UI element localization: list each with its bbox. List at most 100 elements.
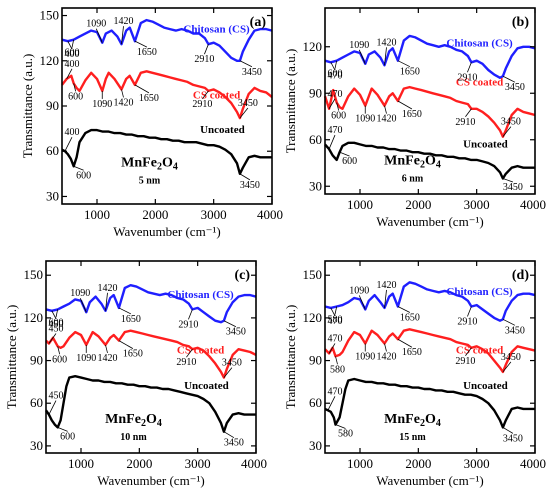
peak-annotation: 1090 [349, 40, 369, 51]
annotation-leader [223, 320, 237, 328]
x-tick-label: 1000 [347, 456, 373, 471]
y-tick-label: 30 [30, 438, 43, 453]
annotation-leader [57, 346, 61, 355]
annotation-leader [358, 295, 366, 310]
peak-annotation: 1650 [400, 67, 420, 78]
peak-annotation: 2910 [178, 319, 198, 330]
legend-cs-coated: CS coated [177, 344, 224, 356]
peak-annotation: 1420 [98, 283, 118, 294]
plot-frame [324, 260, 536, 454]
y-tick-label: 30 [46, 188, 59, 203]
legend-cs-coated: CS coated [193, 89, 240, 101]
y-axis-label: Transmittance (a.u.) [283, 49, 298, 154]
peak-annotation: 1650 [123, 349, 143, 360]
panel-label: (d) [512, 268, 529, 283]
y-tick-label: 30 [309, 438, 322, 453]
panel-d: 1000 2000 3000 4000 30 60 90 120 150 Wavenumber (… [283, 260, 546, 488]
peak-annotation: 1090 [70, 288, 90, 299]
peak-annotation: 1090 [76, 353, 96, 364]
panel-b: 1000 2000 3000 4000 30 60 90 120 Wavenumber (cm⁻… [283, 7, 546, 229]
peak-annotation: 450 [49, 391, 64, 402]
x-tick-label: 4000 [257, 207, 283, 222]
panel-label: (c) [234, 268, 250, 283]
y-tick-label: 30 [309, 178, 322, 193]
annotation-leader [502, 126, 512, 137]
x-tick-label: 2000 [405, 456, 431, 471]
peak-annotation: 400 [65, 49, 80, 60]
annotation-leader [186, 348, 193, 358]
series-line-uncoated [324, 141, 535, 180]
legend-uncoated: Uncoated [184, 380, 229, 392]
annotation-leader [502, 361, 512, 373]
peak-annotation: 3450 [224, 438, 244, 449]
peak-annotation: 600 [76, 170, 91, 181]
annotation-leader [66, 68, 73, 80]
x-tick-label: 3000 [464, 197, 490, 212]
annotation-leader [223, 431, 235, 439]
annotation-leader [465, 108, 472, 117]
particle-size-label: 15 nm [399, 432, 426, 443]
annotation-leader [384, 343, 387, 352]
x-tick-label: 2000 [126, 456, 152, 471]
annotation-leader [55, 309, 59, 318]
peak-annotation: 1420 [377, 114, 397, 125]
peak-annotation: 2910 [455, 117, 475, 128]
legend-chitosan: Chitosan (CS) [183, 24, 250, 36]
peak-annotation: 3450 [501, 117, 521, 128]
annotation-leader [330, 62, 336, 71]
annotation-leader [467, 306, 472, 317]
annotation-leader [57, 427, 68, 432]
peak-annotation: 600 [342, 156, 357, 167]
y-tick-label: 150 [24, 267, 44, 282]
annotation-leader [239, 173, 251, 181]
annotation-leader [188, 309, 193, 320]
annotation-leader [121, 26, 124, 45]
series-line-cs-coated [45, 329, 257, 379]
particle-size-label: 10 nm [120, 432, 147, 443]
compound-label: MnFe2O4 [384, 412, 441, 429]
annotation-leader [118, 307, 132, 315]
peak-annotation: 3450 [222, 358, 242, 369]
peak-annotation: 600 [331, 111, 346, 122]
y-tick-label: 150 [40, 8, 60, 23]
peak-annotation: 3450 [226, 327, 246, 338]
legend-cs-coated: CS coated [456, 77, 503, 89]
plot-frame [45, 260, 257, 454]
panel-c: 1000 2000 3000 4000 30 60 90 120 150 Wavenumber (… [4, 260, 267, 488]
compound-label: MnFe2O4 [105, 412, 162, 429]
x-tick-label: 1000 [68, 456, 94, 471]
peak-annotation: 400 [65, 59, 80, 70]
annotation-leader [239, 60, 253, 68]
annotation-leader [502, 318, 516, 326]
annotation-leader [121, 89, 124, 98]
annotation-leader [328, 134, 336, 150]
plot-frame [324, 7, 536, 195]
annotation-leader [223, 367, 233, 378]
annotation-leader [202, 90, 209, 100]
x-tick-label: 3000 [201, 207, 227, 222]
x-axis-label: Wavenumber (cm⁻¹) [376, 473, 484, 488]
legend-chitosan: Chitosan (CS) [167, 289, 234, 301]
y-axis-label: Transmittance (a.u.) [283, 305, 298, 410]
peak-annotation: 3450 [505, 325, 525, 336]
peak-annotation: 2910 [194, 54, 214, 65]
peak-annotation: 1090 [355, 114, 375, 125]
peak-annotation: 400 [65, 127, 80, 138]
x-tick-label: 2000 [405, 197, 431, 212]
peak-annotation: 600 [68, 91, 83, 102]
panel-a: 1000 2000 3000 4000 30 60 90 120 150 Wavenumber (… [20, 7, 283, 239]
legend-cs-coated: CS coated [456, 344, 503, 356]
annotation-leader [384, 289, 387, 308]
annotation-leader [67, 40, 73, 50]
peak-annotation: 580 [338, 429, 353, 440]
series-line-uncoated [61, 128, 272, 175]
x-tick-label: 1000 [84, 207, 110, 222]
annotation-leader [384, 105, 387, 114]
annotation-leader [204, 44, 209, 55]
annotation-leader [73, 165, 84, 171]
peak-annotation: 580 [330, 364, 345, 375]
annotation-leader [73, 83, 77, 92]
y-axis-label: Transmittance (a.u.) [4, 305, 19, 410]
